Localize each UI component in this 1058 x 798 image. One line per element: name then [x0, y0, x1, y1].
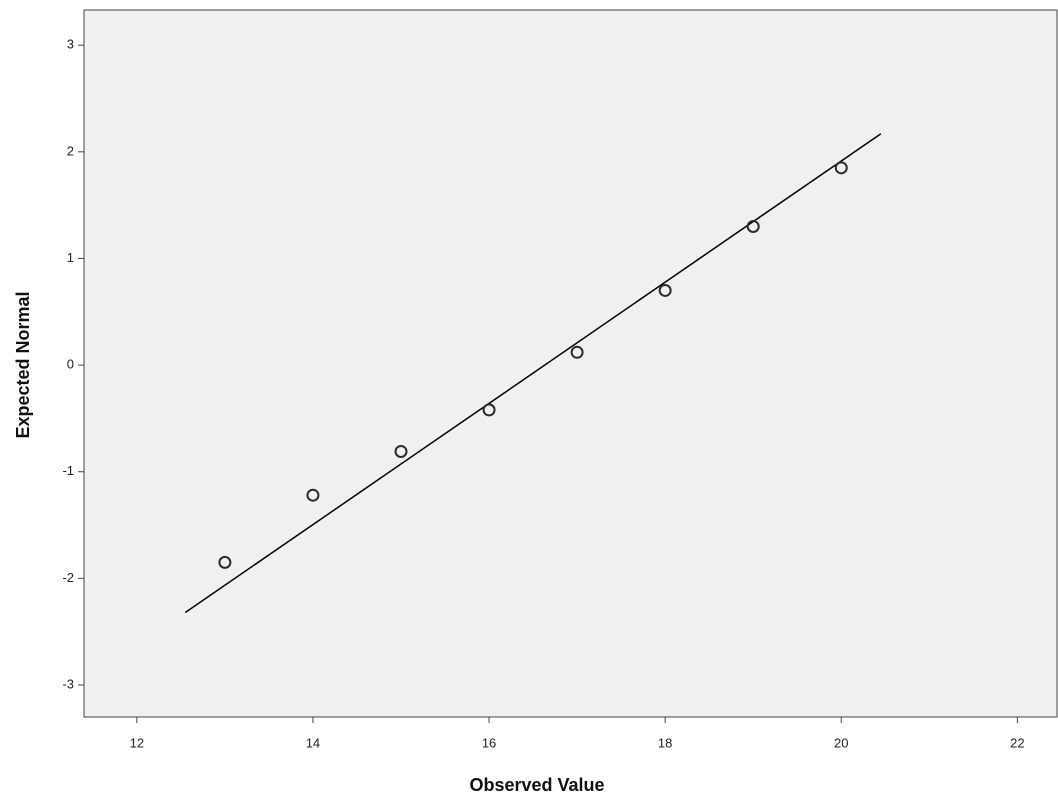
point — [218, 555, 232, 569]
x-tick-label: 22 — [1010, 735, 1024, 750]
y-tick-label: 0 — [67, 357, 74, 372]
point — [834, 161, 848, 175]
point — [482, 403, 496, 417]
x-tick-label: 14 — [306, 735, 320, 750]
x-tick-label: 16 — [482, 735, 496, 750]
y-tick-label: 1 — [67, 250, 74, 265]
x-axis-label: Observed Value — [469, 775, 604, 795]
point — [570, 345, 584, 359]
y-tick-label: 2 — [67, 143, 74, 158]
y-tick-label: -1 — [62, 463, 74, 478]
point — [394, 444, 408, 458]
x-tick-label: 20 — [834, 735, 848, 750]
y-tick-label: -3 — [62, 676, 74, 691]
point — [746, 219, 760, 233]
y-axis-label: Expected Normal — [13, 291, 33, 438]
reference-line — [184, 133, 882, 614]
x-tick-label: 12 — [130, 735, 144, 750]
x-tick-label: 18 — [658, 735, 672, 750]
y-tick-label: -2 — [62, 570, 74, 585]
y-tick-label: 3 — [67, 37, 74, 52]
point — [306, 488, 320, 502]
point — [658, 283, 672, 297]
plot-area — [83, 9, 1058, 718]
